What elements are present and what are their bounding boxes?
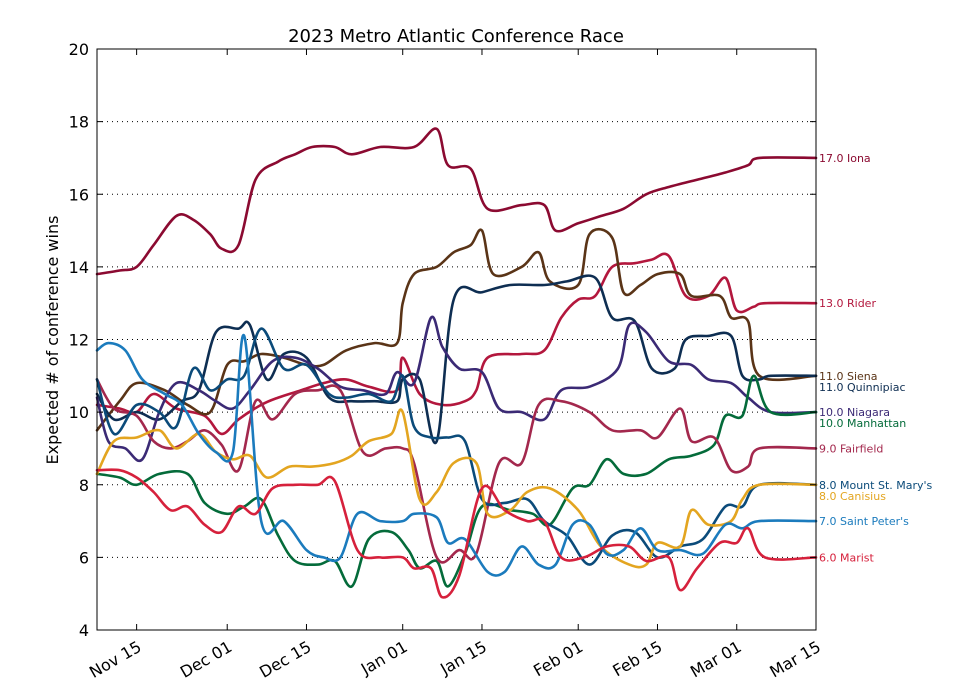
plot-frame <box>96 48 817 631</box>
end-label-2: 11.0 Siena <box>819 370 878 383</box>
y-tick-label-20: 20 <box>69 40 89 59</box>
end-label-0: 17.0 Iona <box>819 152 871 165</box>
series-line-5 <box>95 374 818 588</box>
y-tick-label-10: 10 <box>69 403 89 422</box>
x-tick-label-2022-12-01: Dec 01 <box>177 637 235 682</box>
gridlines <box>97 121 816 558</box>
end-label-5: 10.0 Manhattan <box>819 417 906 430</box>
end-label-8: 8.0 Canisius <box>819 490 886 503</box>
series-line-7 <box>95 327 818 566</box>
y-axis-label: Expected # of conference wins <box>43 216 62 465</box>
series-line-10 <box>95 468 818 599</box>
series-lines <box>95 127 818 599</box>
x-tick-label-2022-12-15: Dec 15 <box>256 637 314 682</box>
y-tick-label-14: 14 <box>69 258 89 277</box>
series-line-2 <box>95 228 818 432</box>
series-line-9 <box>95 334 818 577</box>
end-label-3: 11.0 Quinnipiac <box>819 381 906 394</box>
end-label-6: 9.0 Fairfield <box>819 442 883 455</box>
series-line-3 <box>95 274 818 445</box>
x-tick-label-2023-02-01: Feb 01 <box>530 637 586 680</box>
series-line-4 <box>95 315 818 463</box>
series-line-1 <box>95 252 818 436</box>
end-label-7: 8.0 Mount St. Mary's <box>819 479 933 492</box>
x-tick-label-2023-03-01: Mar 01 <box>687 637 745 681</box>
y-tick-label-8: 8 <box>79 476 89 495</box>
end-label-10: 6.0 Marist <box>819 551 875 564</box>
x-tick-label-2022-11-15: Nov 15 <box>86 637 145 682</box>
y-tick-label-18: 18 <box>69 113 89 132</box>
x-tick-label-2023-01-15: Jan 15 <box>436 637 490 679</box>
chart-title: 2023 Metro Atlantic Conference Race <box>288 26 624 47</box>
y-ticks: 4 6 8 10 12 14 16 18 20 <box>69 40 816 640</box>
series-line-0 <box>95 127 818 276</box>
y-tick-label-6: 6 <box>79 548 89 567</box>
end-label-1: 13.0 Rider <box>819 297 876 310</box>
end-label-4: 10.0 Niagara <box>819 406 890 419</box>
y-tick-label-12: 12 <box>69 331 89 350</box>
series-line-6 <box>95 378 818 564</box>
end-label-9: 7.0 Saint Peter's <box>819 515 909 528</box>
y-tick-label-4: 4 <box>79 621 89 640</box>
x-tick-label-2023-01-01: Jan 01 <box>357 637 411 679</box>
x-tick-label-2023-03-15: Mar 15 <box>766 637 824 681</box>
y-tick-label-16: 16 <box>69 185 89 204</box>
series-line-8 <box>95 408 818 569</box>
x-tick-label-2023-02-15: Feb 15 <box>609 637 665 680</box>
